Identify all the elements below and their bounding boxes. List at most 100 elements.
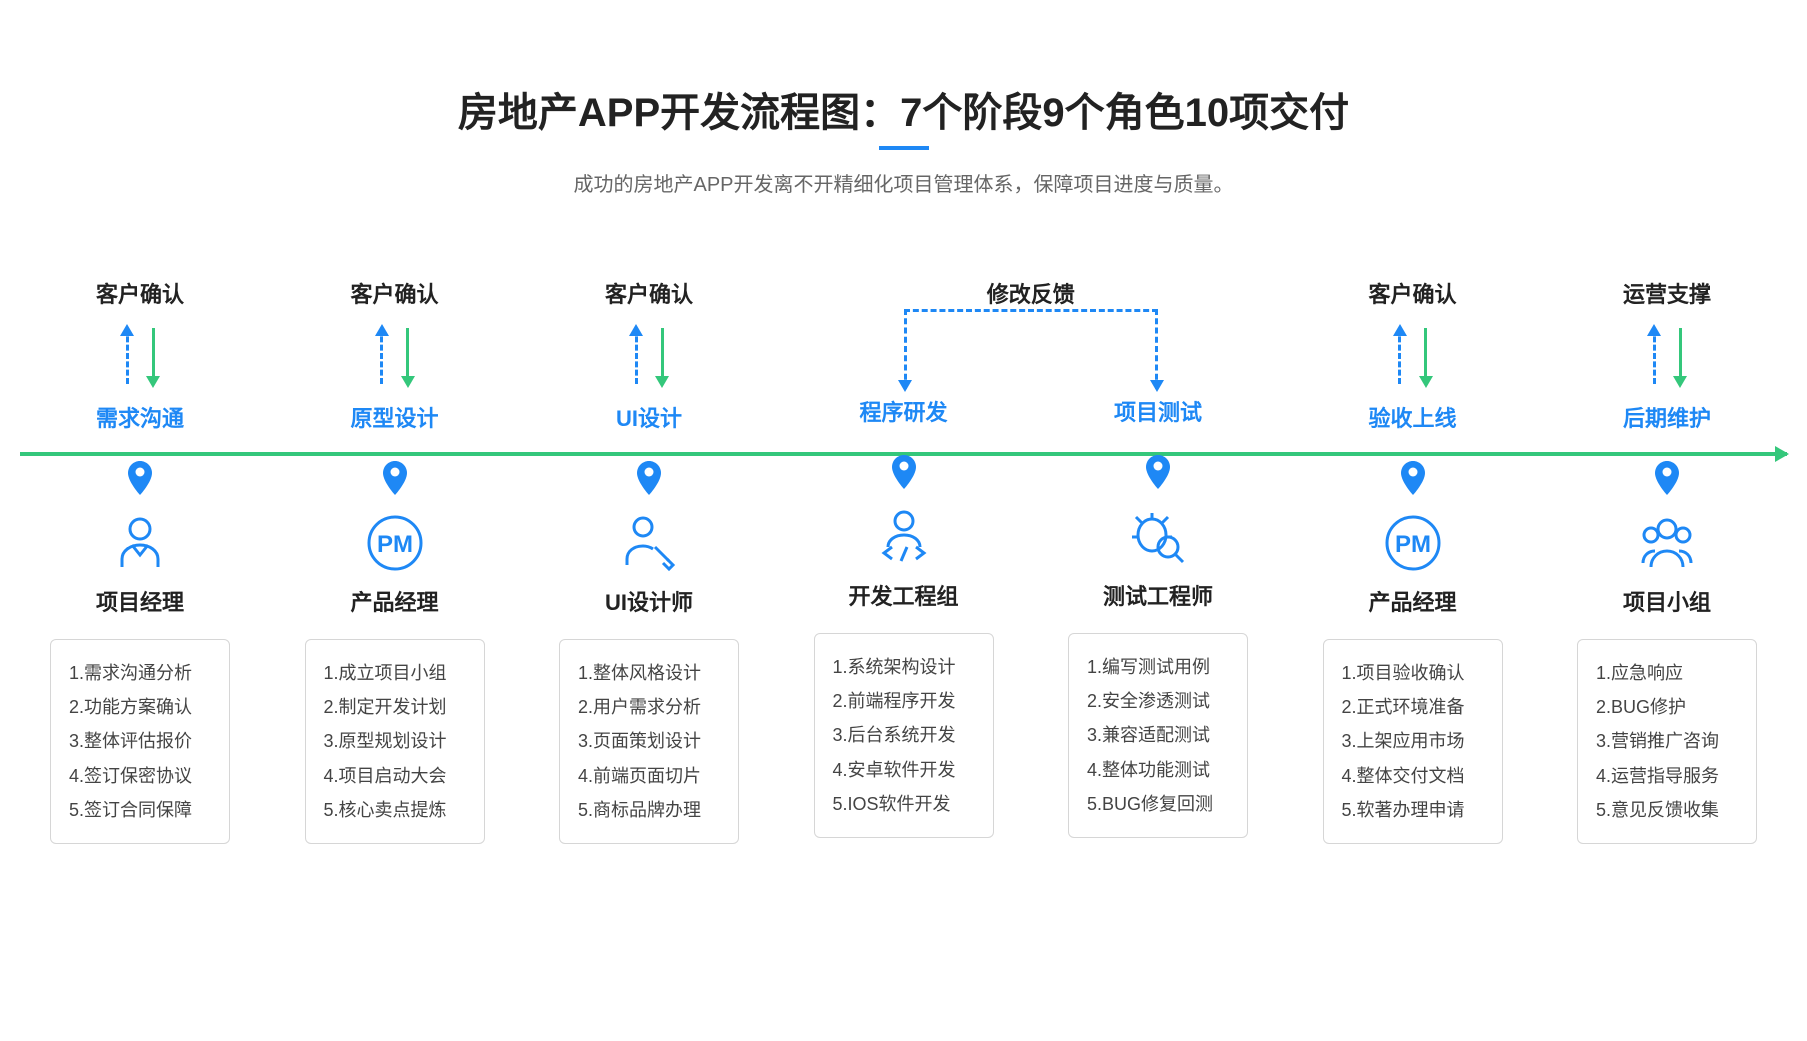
task-item: 2.功能方案确认 bbox=[69, 690, 211, 724]
task-item: 1.应急响应 bbox=[1596, 656, 1738, 690]
pin-icon bbox=[1655, 461, 1679, 495]
stage-7: 运营支撑 后期维护 项目小组 1.应急响应2.BUG修护3.营销推广咨询4.运营… bbox=[1557, 277, 1777, 844]
designer-icon bbox=[617, 511, 681, 575]
task-item: 5.核心卖点提炼 bbox=[324, 793, 466, 827]
pm-icon: PM bbox=[363, 511, 427, 575]
task-item: 3.兼容适配测试 bbox=[1087, 718, 1229, 752]
pin-icon bbox=[892, 455, 916, 489]
stage-top-label: 客户确认 bbox=[96, 277, 184, 309]
role-name: 产品经理 bbox=[350, 585, 438, 617]
task-item: 3.营销推广咨询 bbox=[1596, 724, 1738, 758]
stage-name: 验收上线 bbox=[1368, 401, 1456, 433]
task-item: 3.后台系统开发 bbox=[833, 718, 975, 752]
task-list: 1.系统架构设计2.前端程序开发3.后台系统开发4.安卓软件开发5.IOS软件开… bbox=[814, 633, 994, 838]
task-list: 1.项目验收确认2.正式环境准备3.上架应用市场4.整体交付文档5.软著办理申请 bbox=[1323, 639, 1503, 844]
role-name: 项目小组 bbox=[1623, 585, 1711, 617]
task-item: 2.正式环境准备 bbox=[1342, 690, 1484, 724]
stage-5: - 项目测试 测试工程师 1.编写测试用例2.安全渗透测试3.兼容适配测试4.整… bbox=[1048, 277, 1268, 844]
stage-arrows bbox=[126, 321, 155, 391]
stage-3: 客户确认 UI设计 UI设计师 1.整体风格设计2.用户需求分析3.页面策划设计… bbox=[539, 277, 759, 844]
pin-icon bbox=[1401, 461, 1425, 495]
task-list: 1.成立项目小组2.制定开发计划3.原型规划设计4.项目启动大会5.核心卖点提炼 bbox=[305, 639, 485, 844]
task-item: 1.整体风格设计 bbox=[578, 656, 720, 690]
task-list: 1.应急响应2.BUG修护3.营销推广咨询4.运营指导服务5.意见反馈收集 bbox=[1577, 639, 1757, 844]
task-item: 3.整体评估报价 bbox=[69, 724, 211, 758]
page-subtitle: 成功的房地产APP开发离不开精细化项目管理体系，保障项目进度与质量。 bbox=[20, 168, 1787, 197]
developer-icon bbox=[872, 505, 936, 569]
svg-text:PM: PM bbox=[1395, 531, 1431, 558]
pm-icon: PM bbox=[1381, 511, 1445, 575]
task-item: 3.原型规划设计 bbox=[324, 724, 466, 758]
task-item: 2.BUG修护 bbox=[1596, 690, 1738, 724]
header: 房地产APP开发流程图：7个阶段9个角色10项交付 成功的房地产APP开发离不开… bbox=[20, 80, 1787, 197]
stage-2: 客户确认 原型设计 PM 产品经理 1.成立项目小组2.制定开发计划3.原型规划… bbox=[285, 277, 505, 844]
task-item: 2.前端程序开发 bbox=[833, 684, 975, 718]
pin-icon bbox=[383, 461, 407, 495]
arrow-down-icon bbox=[1679, 328, 1682, 384]
role-name: 产品经理 bbox=[1368, 585, 1456, 617]
stage-name: 需求沟通 bbox=[96, 401, 184, 433]
arrow-down-icon bbox=[152, 328, 155, 384]
role-name: 测试工程师 bbox=[1103, 579, 1213, 611]
svg-text:PM: PM bbox=[377, 531, 413, 558]
arrow-up-icon bbox=[635, 328, 639, 384]
task-item: 5.BUG修复回测 bbox=[1087, 787, 1229, 821]
task-item: 1.系统架构设计 bbox=[833, 650, 975, 684]
task-item: 5.商标品牌办理 bbox=[578, 793, 720, 827]
stage-name: 项目测试 bbox=[1114, 395, 1202, 427]
task-list: 1.整体风格设计2.用户需求分析3.页面策划设计4.前端页面切片5.商标品牌办理 bbox=[559, 639, 739, 844]
stage-arrows bbox=[380, 321, 409, 391]
flow-diagram: 修改反馈 客户确认 需求沟通 项目经理 1.需求沟通分析2.功能方案确认3.整体… bbox=[20, 277, 1787, 844]
title-underline bbox=[879, 146, 929, 150]
role-name: 项目经理 bbox=[96, 585, 184, 617]
task-item: 4.签订保密协议 bbox=[69, 759, 211, 793]
stage-4: - 程序研发 开发工程组 1.系统架构设计2.前端程序开发3.后台系统开发4.安… bbox=[794, 277, 1014, 844]
task-item: 5.意见反馈收集 bbox=[1596, 793, 1738, 827]
arrow-up-icon bbox=[380, 328, 384, 384]
arrow-up-icon bbox=[1398, 328, 1402, 384]
task-item: 5.IOS软件开发 bbox=[833, 787, 975, 821]
stage-top-label: 客户确认 bbox=[605, 277, 693, 309]
stage-arrows bbox=[1398, 321, 1427, 391]
stage-name: 程序研发 bbox=[859, 395, 947, 427]
task-item: 4.运营指导服务 bbox=[1596, 759, 1738, 793]
stage-1: 客户确认 需求沟通 项目经理 1.需求沟通分析2.功能方案确认3.整体评估报价4… bbox=[30, 277, 250, 844]
stages-row: 客户确认 需求沟通 项目经理 1.需求沟通分析2.功能方案确认3.整体评估报价4… bbox=[20, 277, 1787, 844]
task-item: 1.需求沟通分析 bbox=[69, 656, 211, 690]
person-icon bbox=[108, 511, 172, 575]
task-item: 1.编写测试用例 bbox=[1087, 650, 1229, 684]
task-item: 1.成立项目小组 bbox=[324, 656, 466, 690]
task-item: 4.前端页面切片 bbox=[578, 759, 720, 793]
task-item: 4.安卓软件开发 bbox=[833, 753, 975, 787]
task-item: 1.项目验收确认 bbox=[1342, 656, 1484, 690]
arrow-up-icon bbox=[126, 328, 130, 384]
team-icon bbox=[1635, 511, 1699, 575]
task-item: 2.用户需求分析 bbox=[578, 690, 720, 724]
task-item: 3.上架应用市场 bbox=[1342, 724, 1484, 758]
arrow-down-icon bbox=[661, 328, 664, 384]
arrow-down-icon bbox=[406, 328, 409, 384]
task-item: 4.整体交付文档 bbox=[1342, 759, 1484, 793]
task-list: 1.编写测试用例2.安全渗透测试3.兼容适配测试4.整体功能测试5.BUG修复回… bbox=[1068, 633, 1248, 838]
stage-top-label: 客户确认 bbox=[1368, 277, 1456, 309]
pin-icon bbox=[128, 461, 152, 495]
stage-top-label: 客户确认 bbox=[350, 277, 438, 309]
task-item: 5.签订合同保障 bbox=[69, 793, 211, 827]
page-title: 房地产APP开发流程图：7个阶段9个角色10项交付 bbox=[20, 80, 1787, 138]
stage-name: UI设计 bbox=[616, 401, 682, 433]
pin-icon bbox=[637, 461, 661, 495]
task-item: 4.整体功能测试 bbox=[1087, 753, 1229, 787]
role-name: 开发工程组 bbox=[848, 579, 958, 611]
task-item: 3.页面策划设计 bbox=[578, 724, 720, 758]
role-name: UI设计师 bbox=[605, 585, 693, 617]
stage-name: 原型设计 bbox=[350, 401, 438, 433]
task-item: 2.制定开发计划 bbox=[324, 690, 466, 724]
task-item: 5.软著办理申请 bbox=[1342, 793, 1484, 827]
pin-icon bbox=[1146, 455, 1170, 489]
task-item: 4.项目启动大会 bbox=[324, 759, 466, 793]
task-item: 2.安全渗透测试 bbox=[1087, 684, 1229, 718]
stage-name: 后期维护 bbox=[1623, 401, 1711, 433]
arrow-up-icon bbox=[1653, 328, 1657, 384]
stage-6: 客户确认 验收上线 PM 产品经理 1.项目验收确认2.正式环境准备3.上架应用… bbox=[1303, 277, 1523, 844]
arrow-down-icon bbox=[1424, 328, 1427, 384]
